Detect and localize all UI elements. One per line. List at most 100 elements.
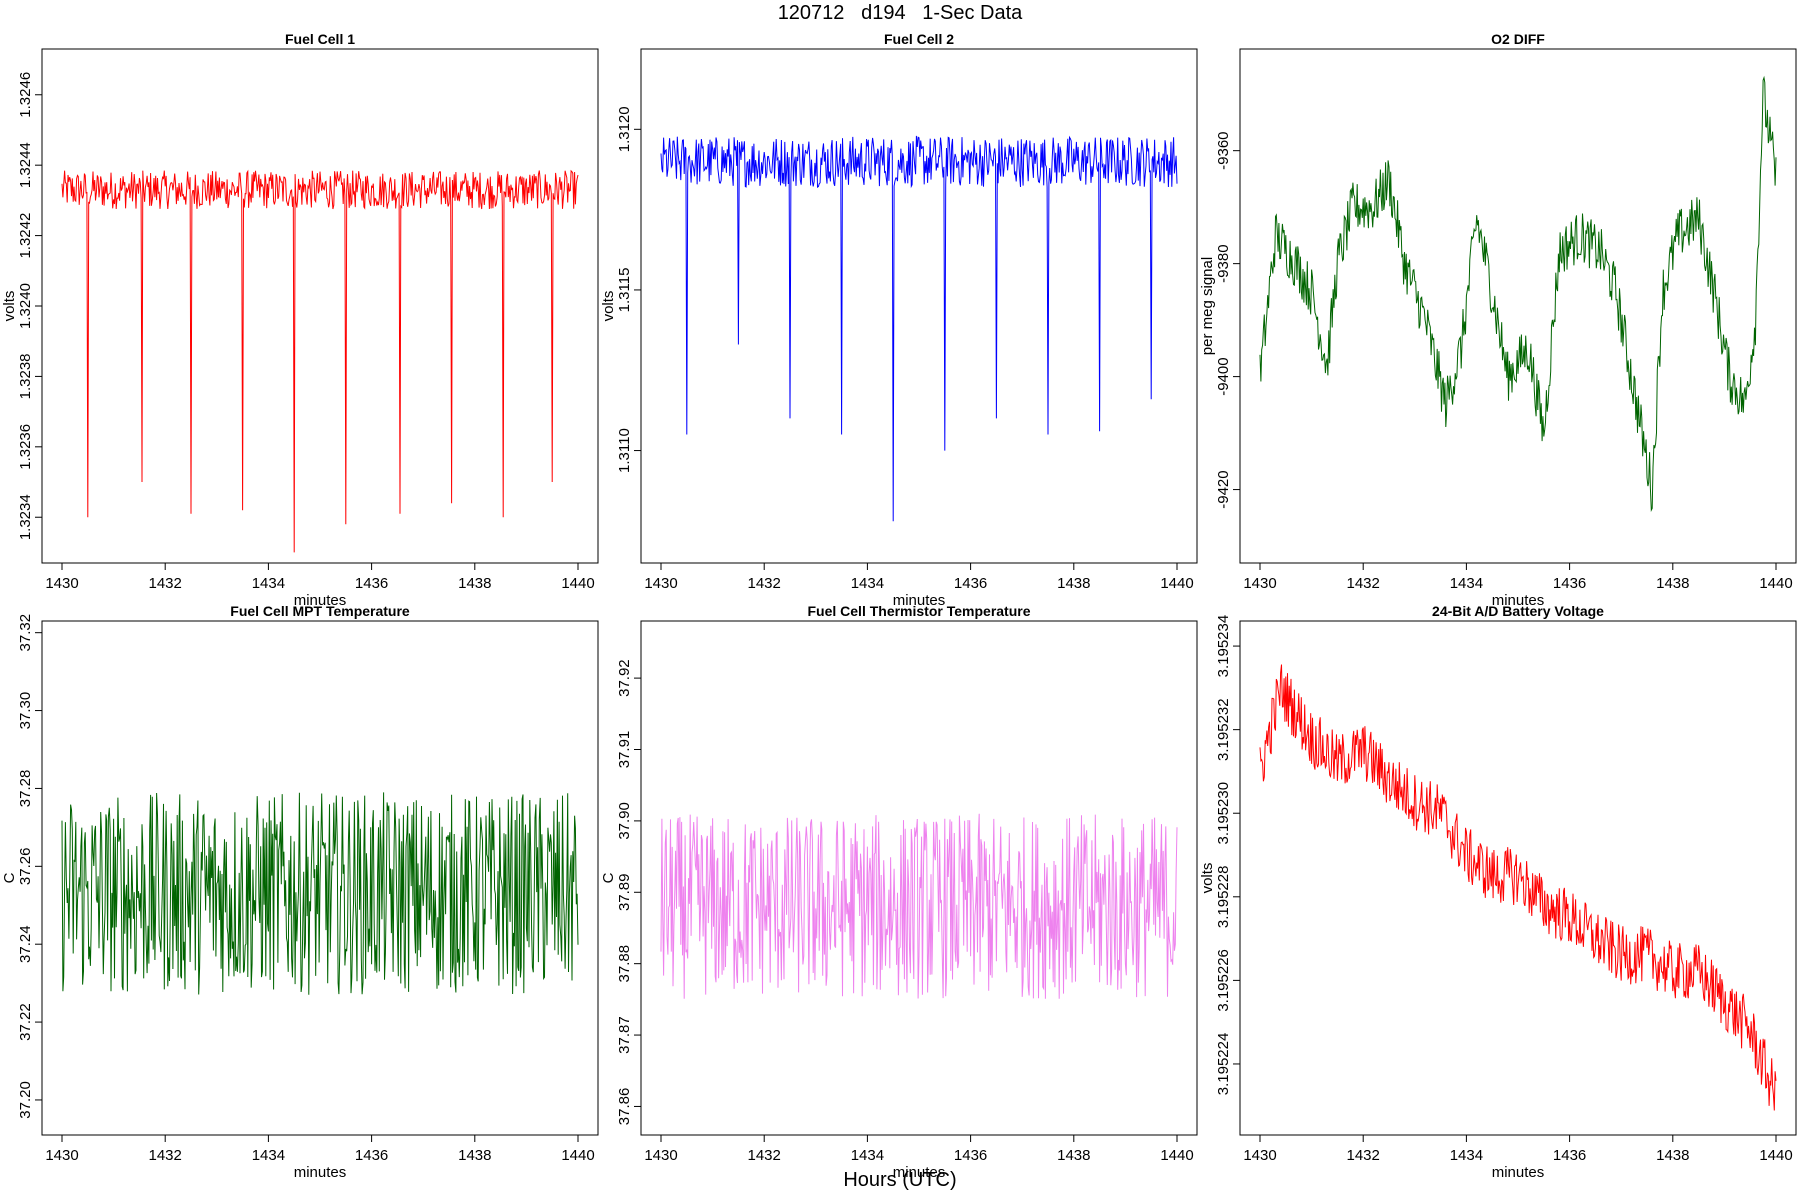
panel-title: Fuel Cell MPT Temperature <box>230 603 410 619</box>
y-tick-label: 37.90 <box>616 802 633 840</box>
y-tick-label: -9360 <box>1215 131 1232 169</box>
x-tick-label: 1434 <box>252 575 285 592</box>
x-tick-label: 1432 <box>1347 1147 1380 1164</box>
x-tick-label: 1430 <box>644 1147 677 1164</box>
page-title: 120712 d194 1-Sec Data <box>777 2 1023 24</box>
y-tick-label: 3.195224 <box>1215 1033 1232 1096</box>
y-tick-label: 1.3236 <box>17 424 34 470</box>
y-tick-label: 1.3115 <box>616 268 633 313</box>
panel-title: Fuel Cell 2 <box>884 31 954 47</box>
x-tick-label: 1436 <box>954 1147 987 1164</box>
y-tick-label: 1.3120 <box>616 106 633 152</box>
y-tick-label: -9380 <box>1215 244 1232 282</box>
y-tick-label: 37.87 <box>616 1016 633 1054</box>
chart-panel-6: 24-Bit A/D Battery Voltage 1430 1432 1434 14… <box>1199 603 1797 1181</box>
y-tick-label: -9420 <box>1215 470 1232 508</box>
y-tick-label: 1.3246 <box>17 72 34 118</box>
x-tick-label: 1440 <box>1759 575 1792 592</box>
y-tick-label: 3.195228 <box>1215 866 1232 929</box>
data-series-line <box>660 135 1178 522</box>
chart-panel-5: Fuel Cell Thermistor Temperature 1430 1432… <box>600 603 1198 1181</box>
x-tick-label: 1432 <box>149 1147 182 1164</box>
y-tick-label: 1.3234 <box>17 494 34 540</box>
x-tick-label: 1430 <box>1243 1147 1276 1164</box>
x-tick-label: 1438 <box>1057 1147 1090 1164</box>
x-tick-label: 1430 <box>45 575 78 592</box>
x-tick-label: 1436 <box>1553 575 1586 592</box>
y-tick-label: 37.89 <box>616 874 633 912</box>
y-tick-label: 1.3242 <box>17 213 34 259</box>
y-axis-title: C <box>1 872 18 883</box>
x-tick-label: 1440 <box>1160 575 1193 592</box>
y-tick-label: 37.24 <box>17 925 34 963</box>
chart-panel-3: O2 DIFF 1430 1432 1434 1436 1438 1440 minutes -9… <box>1199 31 1797 609</box>
plot-frame <box>41 48 599 564</box>
plot-frame <box>640 48 1198 564</box>
x-tick-label: 1438 <box>1656 1147 1689 1164</box>
y-tick-label: 37.30 <box>17 692 34 730</box>
x-tick-label: 1432 <box>748 575 781 592</box>
y-tick-label: 3.195230 <box>1215 782 1232 845</box>
x-axis-title: minutes <box>294 1164 347 1181</box>
y-tick-label: 37.32 <box>17 614 34 652</box>
panel-title: O2 DIFF <box>1491 31 1545 47</box>
y-axis-title: volts <box>600 291 617 322</box>
y-axis-title: volts <box>1199 863 1216 894</box>
x-tick-label: 1434 <box>1450 575 1483 592</box>
data-series-line <box>61 169 579 553</box>
chart-panel-1: Fuel Cell 1 1430 1432 1434 1436 1438 1440 minut… <box>1 31 599 609</box>
panel-title: 24-Bit A/D Battery Voltage <box>1432 603 1604 619</box>
x-tick-label: 1436 <box>954 575 987 592</box>
x-tick-label: 1432 <box>748 1147 781 1164</box>
x-tick-label: 1434 <box>851 575 884 592</box>
y-tick-label: 37.28 <box>17 770 34 808</box>
x-axis-label: Hours (UTC) <box>843 1169 957 1191</box>
x-tick-label: 1438 <box>1656 575 1689 592</box>
y-tick-label: 37.26 <box>17 848 34 886</box>
y-tick-label: 1.3240 <box>17 283 34 329</box>
x-tick-label: 1440 <box>1759 1147 1792 1164</box>
y-tick-label: -9400 <box>1215 357 1232 395</box>
x-axis-title: minutes <box>1492 1164 1545 1181</box>
y-tick-label: 37.92 <box>616 659 633 697</box>
chart-panel-2: Fuel Cell 2 1430 1432 1434 1436 1438 1440 minut… <box>600 31 1198 609</box>
panel-title: Fuel Cell Thermistor Temperature <box>807 603 1030 619</box>
x-axis-title: minutes <box>893 592 946 609</box>
x-tick-label: 1434 <box>851 1147 884 1164</box>
x-tick-label: 1440 <box>1160 1147 1193 1164</box>
y-tick-label: 1.3238 <box>17 353 34 399</box>
data-series-line <box>660 813 1178 999</box>
x-tick-label: 1436 <box>355 575 388 592</box>
x-axis-title: minutes <box>294 592 347 609</box>
y-tick-label: 37.91 <box>616 731 633 769</box>
panel-title: Fuel Cell 1 <box>285 31 355 47</box>
x-tick-label: 1430 <box>1243 575 1276 592</box>
x-tick-label: 1436 <box>1553 1147 1586 1164</box>
y-tick-label: 37.20 <box>17 1081 34 1119</box>
y-tick-label: 37.86 <box>616 1088 633 1126</box>
x-tick-label: 1430 <box>45 1147 78 1164</box>
x-tick-label: 1430 <box>644 575 677 592</box>
x-tick-label: 1432 <box>149 575 182 592</box>
x-tick-label: 1440 <box>561 1147 594 1164</box>
x-axis-title: minutes <box>1492 592 1545 609</box>
y-tick-label: 37.88 <box>616 945 633 983</box>
y-axis-title: C <box>600 872 617 883</box>
y-tick-label: 37.22 <box>17 1003 34 1041</box>
x-tick-label: 1434 <box>252 1147 285 1164</box>
y-tick-label: 1.3110 <box>616 428 633 473</box>
y-axis-title: volts <box>1 291 18 322</box>
data-series-line <box>1259 664 1777 1111</box>
y-tick-label: 1.3244 <box>17 142 34 188</box>
x-tick-label: 1438 <box>458 575 491 592</box>
chart-panel-4: Fuel Cell MPT Temperature 1430 1432 1434 143… <box>1 603 599 1181</box>
y-tick-label: 3.195234 <box>1215 615 1232 678</box>
y-axis-title: per meg signal <box>1199 257 1216 355</box>
x-tick-label: 1432 <box>1347 575 1380 592</box>
x-tick-label: 1436 <box>355 1147 388 1164</box>
x-axis-title: minutes <box>893 1164 946 1181</box>
y-tick-label: 3.195226 <box>1215 949 1232 1012</box>
data-series-line <box>1259 75 1777 512</box>
data-series-line <box>61 792 579 995</box>
